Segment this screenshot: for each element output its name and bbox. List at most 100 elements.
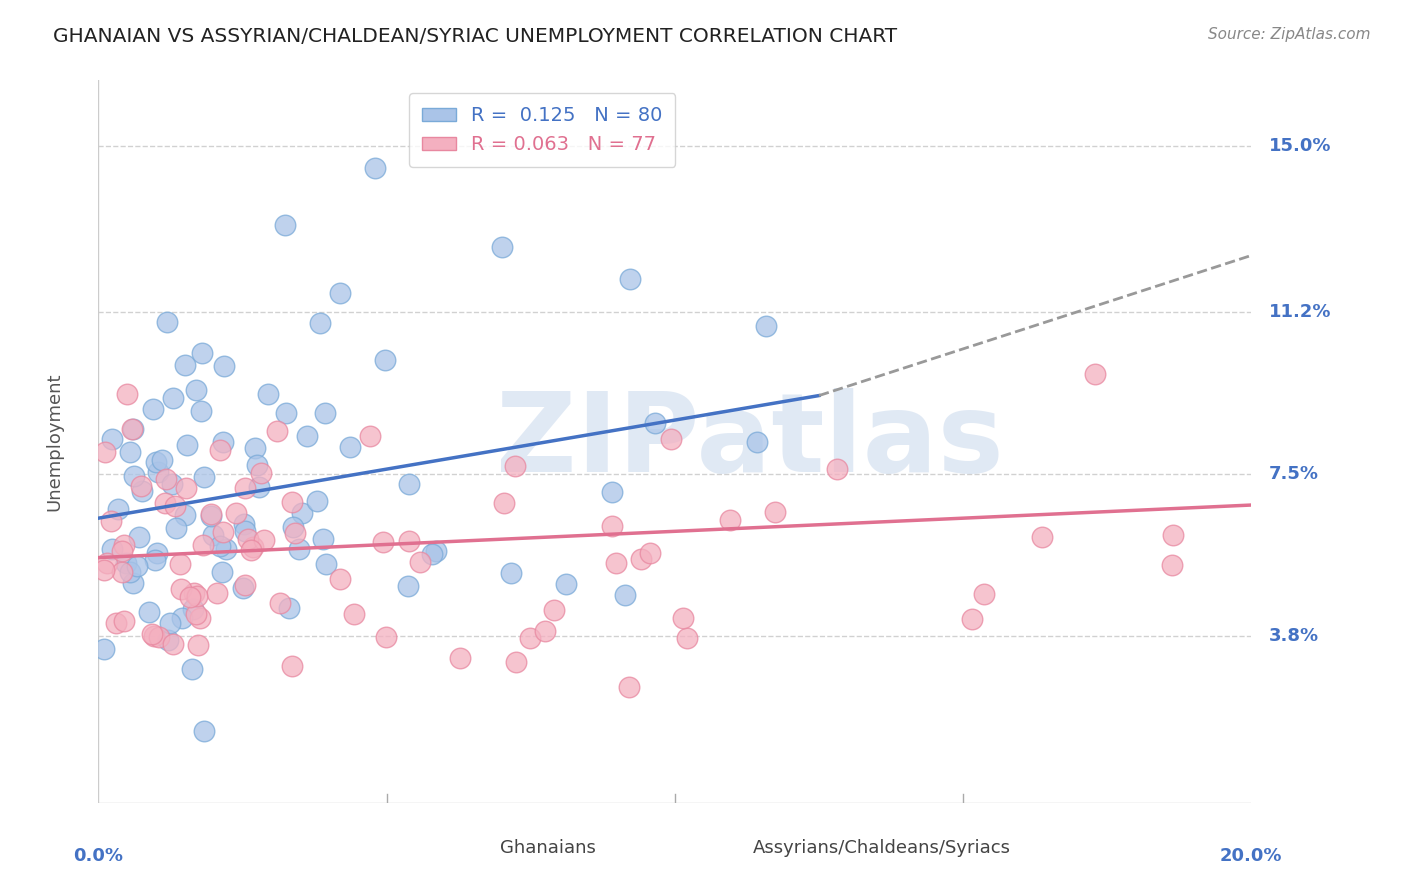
Point [375, 630, 398, 644]
Point [396, 579, 419, 593]
Point [630, 551, 652, 566]
Point [505, 459, 527, 474]
Text: 7.5%: 7.5% [1268, 466, 1319, 483]
Point [169, 557, 191, 571]
Point [291, 507, 314, 521]
Point [519, 632, 541, 646]
Point [398, 477, 420, 491]
Point [284, 526, 307, 541]
Point [115, 387, 138, 401]
Point [659, 432, 682, 446]
Point [281, 495, 304, 509]
Point [122, 576, 145, 591]
Point [266, 424, 288, 438]
Point [755, 318, 778, 333]
Point [233, 524, 256, 539]
Point [617, 680, 640, 694]
Text: Assyrians/Chaldeans/Syriacs: Assyrians/Chaldeans/Syriacs [754, 838, 1011, 856]
Point [425, 544, 447, 558]
Point [121, 422, 143, 436]
Point [211, 565, 233, 579]
Point [245, 441, 267, 455]
Point [1084, 368, 1107, 382]
Point [200, 507, 222, 521]
Point [183, 585, 205, 599]
Point [142, 629, 165, 643]
Point [600, 484, 623, 499]
Point [605, 556, 627, 570]
Point [162, 392, 184, 406]
Point [191, 346, 214, 360]
Point [280, 659, 302, 673]
Point [960, 612, 983, 626]
Point [120, 445, 142, 459]
Point [96, 556, 118, 570]
Point [183, 601, 205, 615]
Point [246, 458, 269, 472]
Point [163, 499, 186, 513]
Point [107, 502, 129, 516]
Point [329, 572, 352, 586]
Point [672, 611, 695, 625]
Point [239, 542, 262, 557]
Point [155, 472, 177, 486]
Text: Source: ZipAtlas.com: Source: ZipAtlas.com [1208, 27, 1371, 42]
Point [212, 435, 235, 450]
Point [112, 538, 135, 552]
Point [364, 161, 387, 175]
Point [101, 542, 124, 557]
Point [125, 559, 148, 574]
Point [153, 496, 176, 510]
Point [640, 546, 662, 560]
Point [763, 505, 786, 519]
Point [343, 607, 366, 621]
Point [295, 429, 318, 443]
Point [253, 533, 276, 548]
Point [314, 405, 336, 419]
Point [120, 565, 142, 579]
Point [174, 358, 197, 372]
Point [94, 445, 117, 459]
Point [329, 286, 352, 301]
Point [554, 577, 576, 591]
Point [162, 637, 184, 651]
Point [141, 627, 163, 641]
Point [146, 465, 169, 479]
Point [257, 386, 280, 401]
Point [315, 557, 337, 571]
Point [190, 404, 212, 418]
Point [143, 552, 166, 566]
Point [193, 723, 215, 738]
Text: 3.8%: 3.8% [1268, 627, 1319, 646]
Point [142, 401, 165, 416]
Point [614, 588, 637, 602]
Point [207, 585, 229, 599]
Point [718, 513, 741, 527]
Point [184, 607, 207, 622]
Point [420, 547, 443, 561]
Point [494, 496, 516, 510]
Point [131, 484, 153, 499]
Point [408, 555, 430, 569]
Point [188, 610, 211, 624]
Point [973, 587, 995, 601]
Point [1161, 558, 1184, 572]
Point [339, 440, 361, 454]
Point [233, 517, 256, 532]
Point [281, 520, 304, 534]
Point [200, 509, 222, 524]
Point [112, 614, 135, 628]
FancyBboxPatch shape [697, 835, 744, 861]
Point [1161, 527, 1184, 541]
Point [165, 520, 187, 534]
Point [644, 416, 666, 430]
Text: 11.2%: 11.2% [1268, 303, 1331, 321]
Point [491, 240, 513, 254]
Point [449, 651, 471, 665]
Point [170, 610, 193, 624]
Point [288, 541, 311, 556]
Point [100, 514, 122, 528]
Point [505, 656, 527, 670]
Point [374, 353, 396, 368]
Point [242, 540, 264, 554]
